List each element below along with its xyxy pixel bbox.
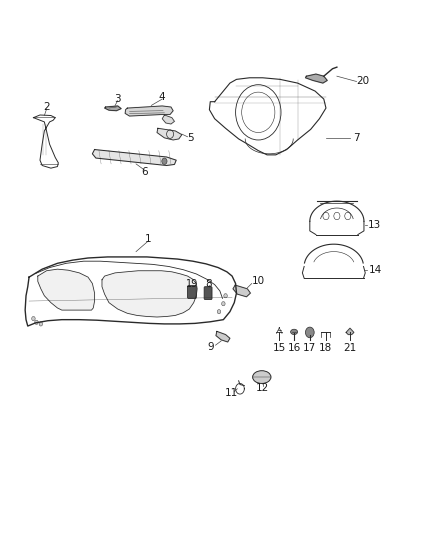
FancyBboxPatch shape xyxy=(204,287,212,300)
Polygon shape xyxy=(105,106,121,111)
Text: 8: 8 xyxy=(205,279,212,288)
Polygon shape xyxy=(92,150,176,165)
Text: 16: 16 xyxy=(287,343,301,353)
Ellipse shape xyxy=(290,329,297,335)
Circle shape xyxy=(224,294,227,298)
Text: 14: 14 xyxy=(369,265,382,275)
Polygon shape xyxy=(157,128,182,140)
Circle shape xyxy=(39,322,42,326)
Text: 18: 18 xyxy=(319,343,332,353)
Text: 21: 21 xyxy=(343,343,357,353)
Circle shape xyxy=(305,327,314,338)
Text: 15: 15 xyxy=(272,343,286,353)
Text: 7: 7 xyxy=(353,133,360,143)
Circle shape xyxy=(222,302,225,306)
Text: 1: 1 xyxy=(145,234,152,244)
Text: 2: 2 xyxy=(43,102,50,112)
Polygon shape xyxy=(233,285,251,297)
Polygon shape xyxy=(125,106,173,116)
Polygon shape xyxy=(216,332,230,342)
Text: 6: 6 xyxy=(141,167,148,177)
Text: 10: 10 xyxy=(252,277,265,286)
Circle shape xyxy=(162,158,167,165)
Text: 11: 11 xyxy=(225,388,238,398)
Circle shape xyxy=(35,320,38,325)
Polygon shape xyxy=(38,269,95,310)
Text: 5: 5 xyxy=(187,133,194,143)
Text: 17: 17 xyxy=(303,343,316,353)
Polygon shape xyxy=(102,271,197,317)
FancyBboxPatch shape xyxy=(187,286,196,298)
Polygon shape xyxy=(162,115,174,124)
Text: 12: 12 xyxy=(256,383,269,393)
Text: 3: 3 xyxy=(114,94,121,104)
Text: 19: 19 xyxy=(186,279,198,288)
Text: 13: 13 xyxy=(367,220,381,230)
Ellipse shape xyxy=(253,370,271,383)
Circle shape xyxy=(217,310,221,314)
Circle shape xyxy=(32,317,35,321)
Polygon shape xyxy=(346,328,354,335)
Text: 20: 20 xyxy=(357,77,370,86)
Polygon shape xyxy=(305,74,327,83)
Text: 9: 9 xyxy=(208,342,215,352)
Text: 4: 4 xyxy=(159,92,166,102)
